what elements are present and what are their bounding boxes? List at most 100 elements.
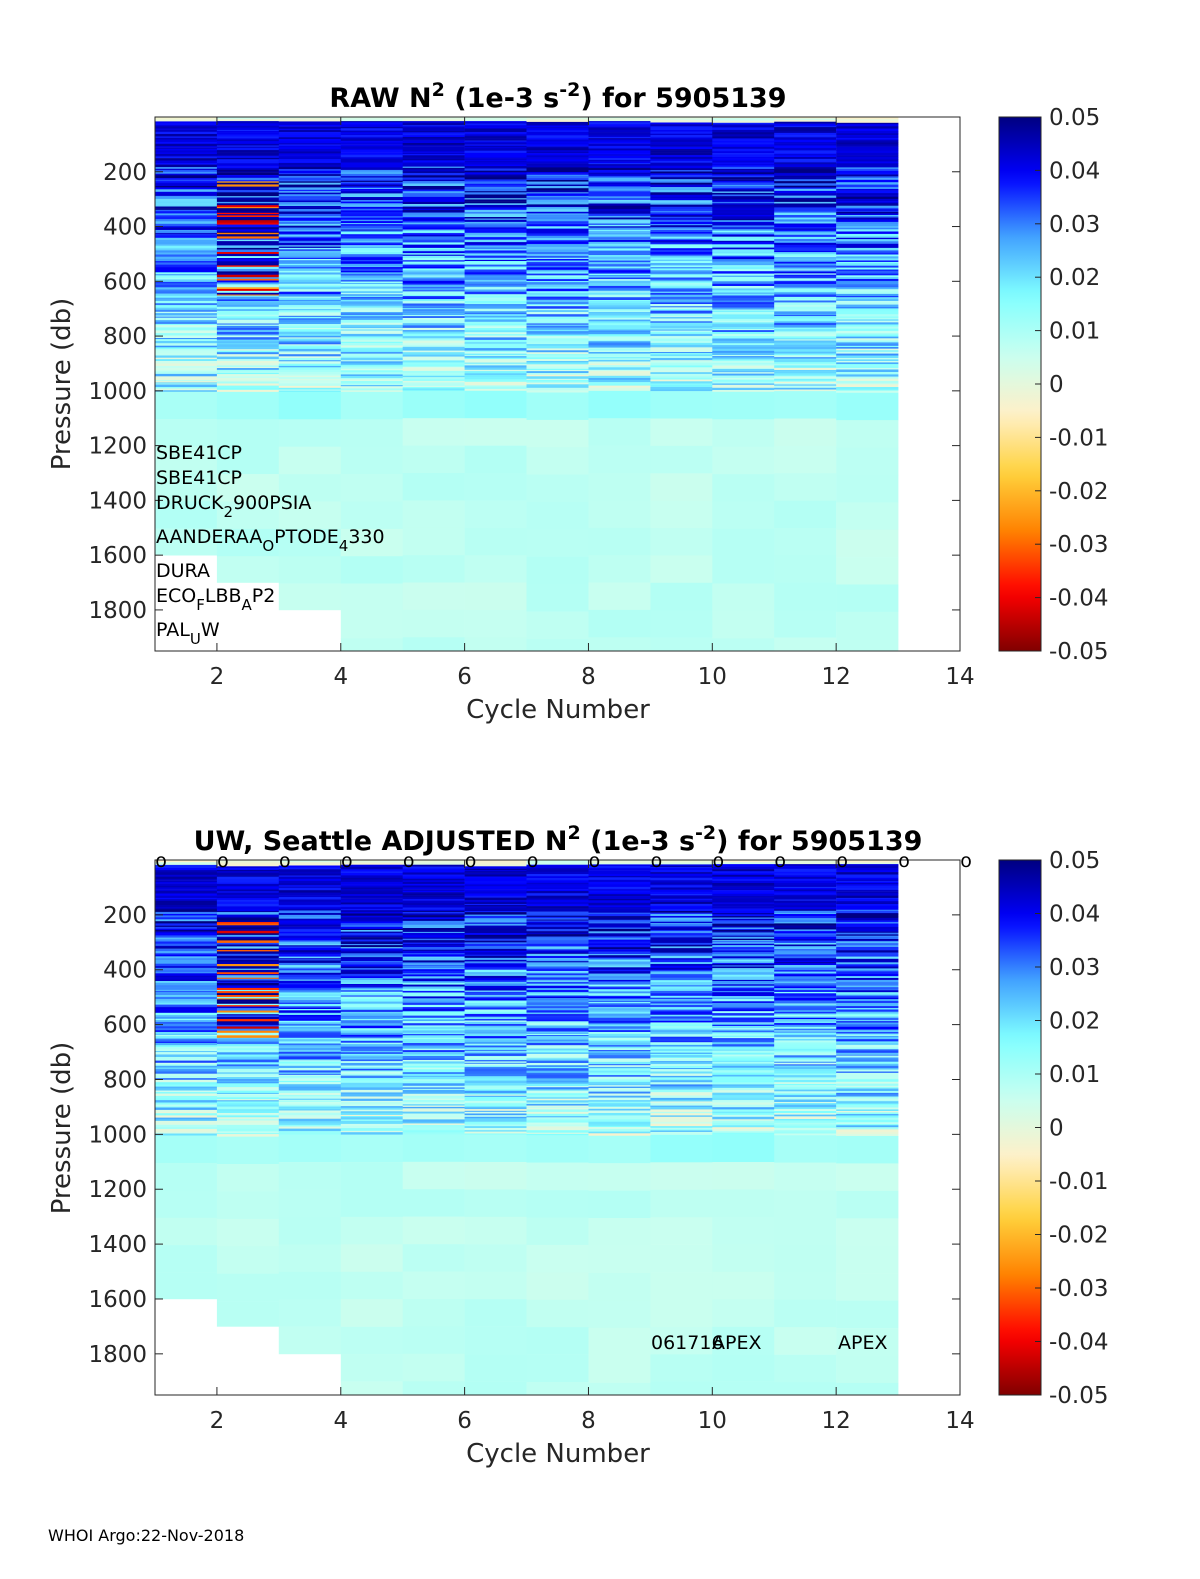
heatmap-cell (588, 266, 651, 269)
heatmap-cell (278, 345, 341, 348)
heatmap-cell (278, 947, 341, 951)
heatmap-cell (464, 527, 527, 556)
heatmap-cell (216, 192, 280, 195)
heatmap-cell (836, 355, 899, 359)
heatmap-cell (340, 1096, 403, 1099)
heatmap-cell (712, 214, 775, 217)
heatmap-cell (526, 1006, 589, 1009)
heatmap-cell (836, 301, 899, 303)
heatmap-cell (836, 350, 899, 352)
heatmap-cell (278, 121, 341, 123)
heatmap-cell (712, 269, 775, 272)
heatmap-cell (836, 893, 899, 896)
heatmap-cell (650, 347, 713, 351)
heatmap-cell (402, 274, 465, 276)
heatmap-cell (278, 974, 341, 978)
heatmap-cell (712, 329, 775, 331)
heatmap-cell (588, 1033, 651, 1037)
heatmap-cell (278, 321, 341, 325)
heatmap-cell (340, 223, 403, 225)
heatmap-cell (774, 139, 837, 143)
heatmap-cell (155, 136, 218, 139)
heatmap-cell (650, 179, 713, 182)
heatmap-cell (278, 885, 341, 887)
heatmap-cell (526, 279, 589, 282)
heatmap-cell (588, 1110, 651, 1114)
heatmap-cell (774, 1041, 837, 1043)
heatmap-cell (216, 1035, 280, 1039)
heatmap-cell (588, 971, 651, 974)
heatmap-cell (340, 1117, 403, 1120)
heatmap-cell (340, 230, 403, 233)
heatmap-cell (464, 170, 527, 173)
heatmap-cell (464, 954, 527, 957)
heatmap-cell (836, 330, 899, 334)
heatmap-cell (402, 264, 465, 268)
heatmap-cell (402, 208, 465, 211)
heatmap-cell (836, 1355, 899, 1384)
heatmap-cell (774, 276, 837, 279)
heatmap-cell (526, 137, 589, 140)
heatmap-cell (650, 239, 713, 242)
heatmap-cell (216, 176, 280, 179)
heatmap-cell (278, 1055, 341, 1057)
heatmap-cell (526, 211, 589, 214)
heatmap-cell (650, 157, 713, 159)
heatmap-cell (464, 965, 527, 968)
heatmap-cell (340, 951, 403, 954)
heatmap-cell (712, 386, 775, 389)
heatmap-cell (588, 260, 651, 263)
heatmap-cell (650, 316, 713, 319)
heatmap-cell (588, 1093, 651, 1096)
heatmap-cell (650, 1217, 713, 1245)
heatmap-cell (340, 942, 403, 945)
heatmap-cell (340, 999, 403, 1002)
heatmap-cell (155, 1001, 218, 1004)
heatmap-cell (340, 284, 403, 287)
heatmap-cell (340, 991, 403, 994)
heatmap-cell (155, 992, 218, 994)
heatmap-cell (340, 1009, 403, 1011)
heatmap-cell (526, 1035, 589, 1037)
heatmap-cell (464, 872, 527, 875)
heatmap-cell (588, 120, 651, 122)
heatmap-cell (712, 930, 775, 932)
heatmap-cell (526, 981, 589, 984)
heatmap-cell (402, 1014, 465, 1016)
heatmap-cell (650, 263, 713, 266)
heatmap-cell (588, 889, 651, 891)
heatmap-cell (340, 1061, 403, 1064)
heatmap-cell (216, 197, 280, 200)
heatmap-cell (588, 1065, 651, 1068)
heatmap-cell (774, 349, 837, 352)
heatmap-cell (402, 887, 465, 890)
heatmap-cell (402, 369, 465, 372)
heatmap-cell (278, 184, 341, 187)
heatmap-cell (774, 325, 837, 328)
heatmap-cell (650, 261, 713, 264)
heatmap-cell (712, 162, 775, 164)
heatmap-cell (650, 204, 713, 208)
heatmap-cell (526, 1021, 589, 1024)
heatmap-cell (588, 1000, 651, 1003)
heatmap-cell (402, 152, 465, 155)
heatmap-cell (278, 316, 341, 319)
heatmap-cell (216, 1030, 280, 1034)
heatmap-cell (650, 130, 713, 132)
heatmap-cell (650, 875, 713, 879)
heatmap-cell (278, 959, 341, 961)
heatmap-cell (278, 391, 341, 420)
heatmap-cell (464, 1002, 527, 1006)
heatmap-cell (340, 989, 403, 991)
heatmap-cell (464, 1354, 527, 1382)
heatmap-cell (526, 1217, 589, 1246)
heatmap-cell (278, 310, 341, 313)
heatmap-cell (712, 1092, 775, 1096)
heatmap-cell (216, 306, 280, 310)
heatmap-cell (836, 978, 899, 981)
heatmap-cell (836, 1002, 899, 1005)
heatmap-cell (774, 215, 837, 218)
heatmap-cell (650, 952, 713, 955)
heatmap-cell (278, 163, 341, 166)
heatmap-cell (155, 164, 218, 166)
